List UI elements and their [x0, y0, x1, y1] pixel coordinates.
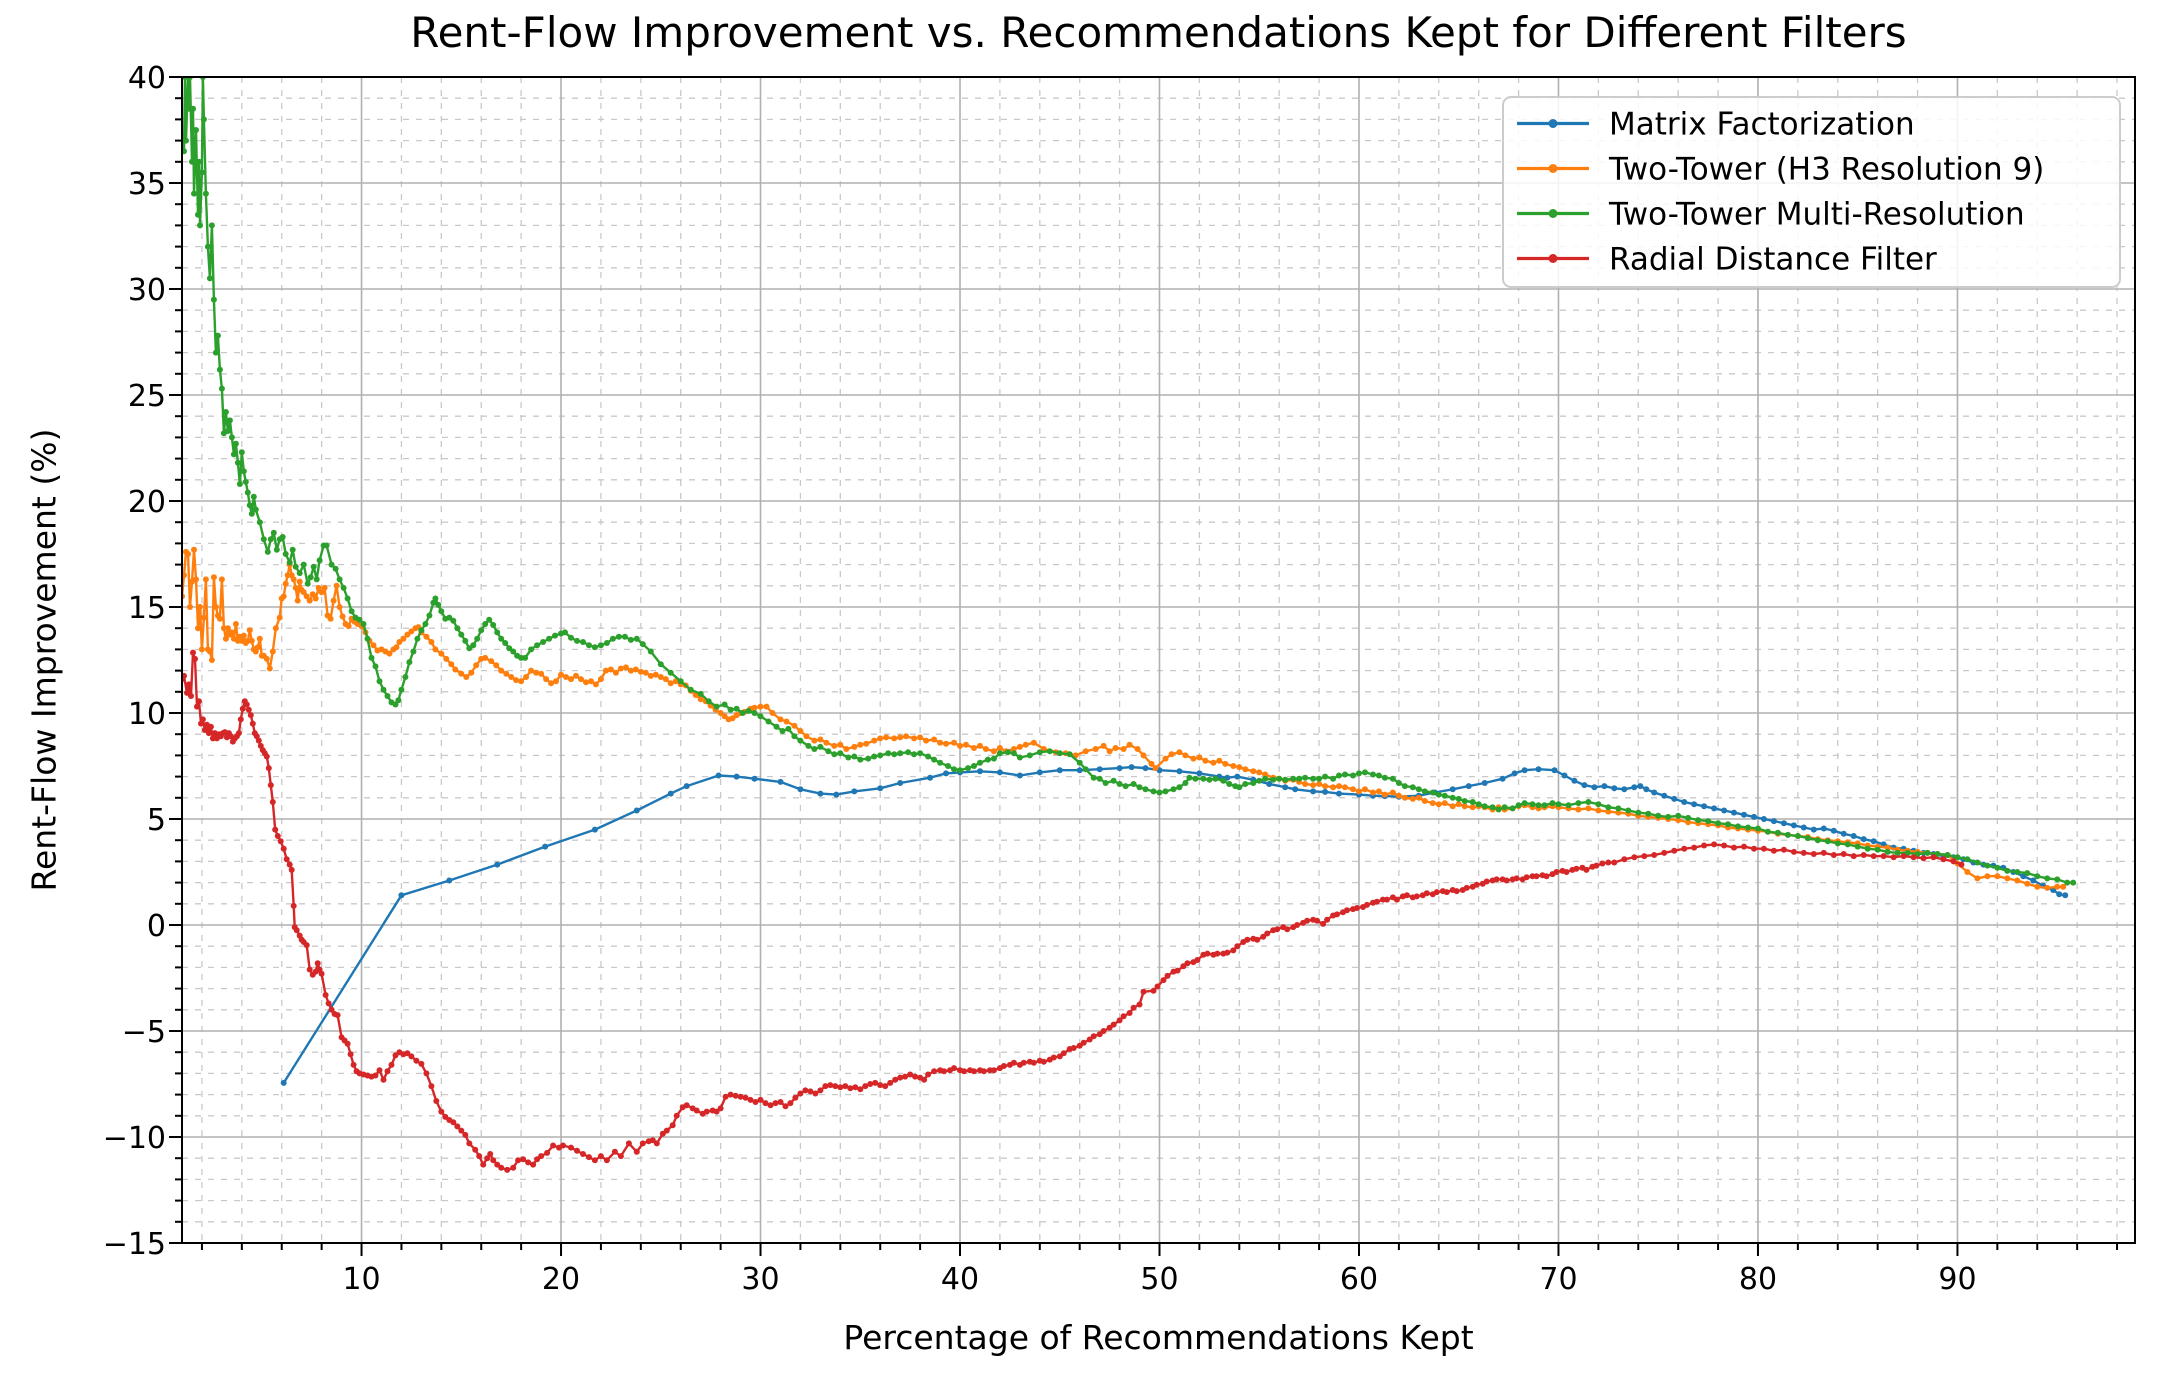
legend-item-two-tower-multi-resolution: Two-Tower Multi-Resolution [1517, 197, 2025, 233]
series-two-tower-h3-resolution-9 [182, 546, 2067, 891]
x-tick-label: 20 [542, 1262, 580, 1297]
y-tick-label: 15 [128, 591, 166, 626]
y-axis-label: Rent-Flow Improvement (%) [24, 428, 64, 892]
series-line-radial-distance-filter [182, 651, 1963, 1172]
legend-label: Two-Tower Multi-Resolution [1608, 197, 2025, 233]
x-tick-label: 80 [1739, 1262, 1777, 1297]
x-tick-label: 90 [1938, 1262, 1976, 1297]
series-markers-two-tower-h3-resolution-9 [182, 546, 2067, 891]
x-tick-label: 40 [941, 1262, 979, 1297]
x-tick-labels: 10 20 30 40 50 60 70 80 90 [342, 1262, 1976, 1297]
x-tick-label: 50 [1140, 1262, 1178, 1297]
legend-item-two-tower-h3-resolution-9: Two-Tower (H3 Resolution 9) [1517, 152, 2044, 188]
series-radial-distance-filter [182, 649, 1965, 1173]
y-tick-label: 35 [128, 167, 166, 202]
x-tick-label: 10 [342, 1262, 380, 1297]
y-tick-label: 30 [128, 273, 166, 308]
y-tick-label: 20 [128, 485, 166, 520]
y-tick-label: 5 [147, 803, 166, 838]
y-tick-label: 25 [128, 379, 166, 414]
x-tick-label: 60 [1340, 1262, 1378, 1297]
series-markers-two-tower-multi-resolution [182, 77, 2077, 886]
y-tick-labels: −15 −10 −5 0 5 10 15 20 25 30 35 40 [103, 61, 166, 1262]
y-tick-label: 40 [128, 61, 166, 96]
legend: Matrix Factorization Two-Tower (H3 Resolu… [1502, 96, 2121, 288]
x-axis-label: Percentage of Recommendations Kept [843, 1318, 1474, 1357]
legend-marker-dot [1548, 209, 1558, 218]
y-tick-label: 10 [128, 697, 166, 732]
legend-label: Two-Tower (H3 Resolution 9) [1608, 152, 2044, 188]
legend-marker-dot [1548, 254, 1558, 263]
major-gridlines [182, 77, 2135, 1243]
y-tick-label: 0 [147, 909, 166, 944]
series-line-two-tower-h3-resolution-9 [182, 548, 2065, 890]
legend-label: Radial Distance Filter [1609, 242, 1937, 278]
legend-marker-dot [1548, 164, 1558, 173]
x-tick-label: 70 [1539, 1262, 1577, 1297]
legend-item-matrix-factorization: Matrix Factorization [1517, 107, 1915, 143]
y-tick-label: −10 [103, 1121, 166, 1156]
y-tick-label: −15 [103, 1227, 166, 1262]
x-tick-label: 30 [741, 1262, 779, 1297]
axis-ticks [169, 76, 2119, 1256]
series-two-tower-multi-resolution [182, 77, 2077, 886]
series-markers-radial-distance-filter [182, 649, 1965, 1173]
legend-item-radial-distance-filter: Radial Distance Filter [1517, 242, 1937, 278]
legend-label: Matrix Factorization [1609, 107, 1915, 143]
chart-title: Rent-Flow Improvement vs. Recommendation… [410, 8, 1907, 57]
legend-box [1502, 96, 2121, 288]
y-tick-label: −5 [122, 1015, 166, 1050]
legend-marker-dot [1548, 119, 1558, 128]
